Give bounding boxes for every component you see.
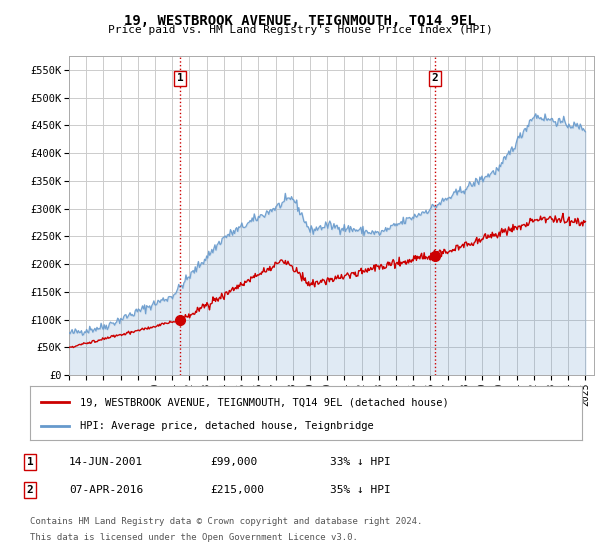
Text: Contains HM Land Registry data © Crown copyright and database right 2024.: Contains HM Land Registry data © Crown c… — [30, 517, 422, 526]
Text: 14-JUN-2001: 14-JUN-2001 — [69, 457, 143, 467]
Text: Price paid vs. HM Land Registry's House Price Index (HPI): Price paid vs. HM Land Registry's House … — [107, 25, 493, 35]
Text: £215,000: £215,000 — [210, 485, 264, 495]
Text: £99,000: £99,000 — [210, 457, 257, 467]
Text: 07-APR-2016: 07-APR-2016 — [69, 485, 143, 495]
Text: 1: 1 — [176, 73, 184, 83]
Text: This data is licensed under the Open Government Licence v3.0.: This data is licensed under the Open Gov… — [30, 533, 358, 542]
Text: HPI: Average price, detached house, Teignbridge: HPI: Average price, detached house, Teig… — [80, 421, 373, 431]
Text: 19, WESTBROOK AVENUE, TEIGNMOUTH, TQ14 9EL (detached house): 19, WESTBROOK AVENUE, TEIGNMOUTH, TQ14 9… — [80, 398, 448, 407]
Text: 19, WESTBROOK AVENUE, TEIGNMOUTH, TQ14 9EL: 19, WESTBROOK AVENUE, TEIGNMOUTH, TQ14 9… — [124, 14, 476, 28]
Text: 35% ↓ HPI: 35% ↓ HPI — [330, 485, 391, 495]
Text: 33% ↓ HPI: 33% ↓ HPI — [330, 457, 391, 467]
Text: 2: 2 — [26, 485, 34, 495]
Text: 1: 1 — [26, 457, 34, 467]
Text: 2: 2 — [432, 73, 439, 83]
